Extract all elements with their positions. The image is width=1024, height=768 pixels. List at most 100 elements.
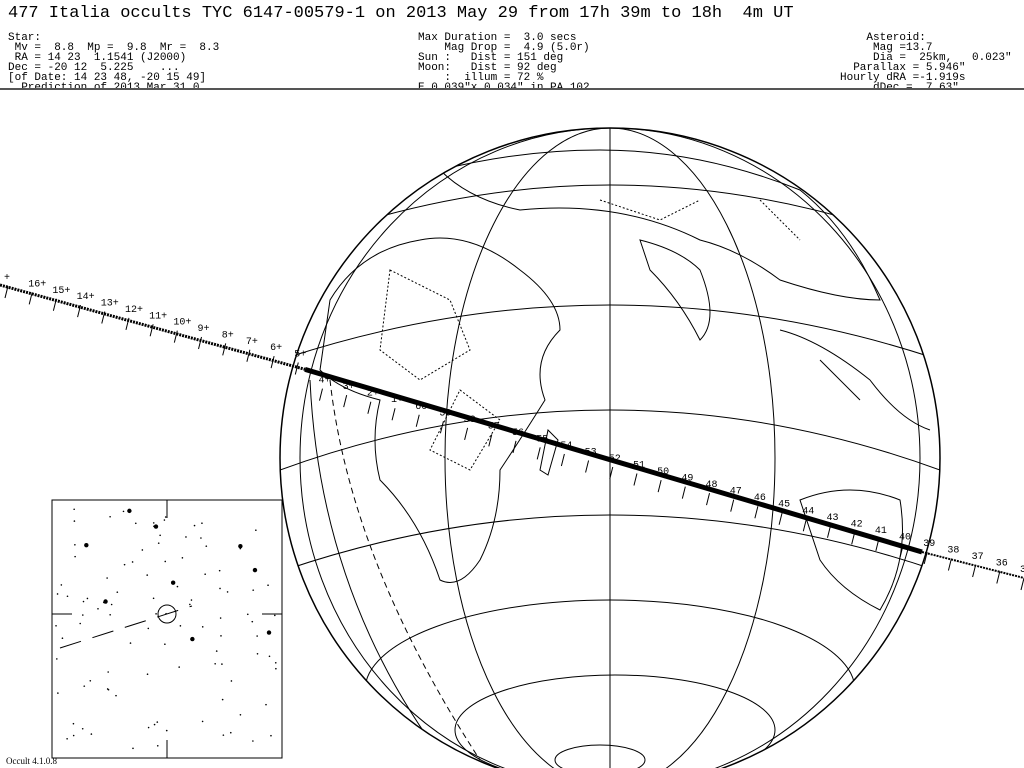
star-dot — [147, 726, 150, 729]
star-dot — [176, 585, 179, 588]
star-dot — [156, 721, 159, 723]
star-dot — [164, 560, 167, 563]
track-tick — [826, 525, 831, 538]
track-time-label: 4+ — [318, 376, 330, 387]
track-time-label: 45 — [778, 500, 790, 511]
track-time-label: 60 — [415, 402, 427, 413]
track-time-label: 12+ — [125, 305, 143, 316]
track-tick — [972, 564, 977, 578]
track-time-label: 6+ — [270, 343, 282, 354]
track-tick — [851, 532, 856, 545]
track-time-label: 5+ — [294, 350, 306, 361]
track-tick — [536, 447, 541, 460]
track-tick — [294, 362, 299, 375]
star-dot — [129, 642, 132, 644]
track-tick — [754, 506, 759, 519]
star-dot — [155, 613, 157, 615]
star-dot — [274, 661, 277, 664]
star-line: Mv = 8.8 Mp = 9.8 Mr = 8.3 — [8, 42, 220, 54]
star-dot — [201, 626, 204, 628]
star-dot — [86, 597, 89, 600]
asteroid-line: Dia = 25km, 0.023" — [840, 52, 1012, 64]
star-dot — [239, 547, 242, 550]
track-time-label: 40 — [899, 532, 911, 543]
star-dot — [185, 536, 187, 538]
star-dot — [109, 515, 111, 518]
track-time-label: 57 — [488, 421, 500, 432]
star-dot — [215, 650, 218, 652]
track-time-label: 43 — [826, 513, 838, 524]
track-time-label: 46 — [754, 493, 766, 504]
track-outside-left — [0, 283, 306, 371]
asteroid-line: Hourly dRA =-1.919s — [840, 72, 966, 84]
star-dot — [132, 747, 134, 750]
track-tick — [439, 421, 444, 434]
star-dot — [251, 620, 254, 623]
star-dot — [73, 508, 75, 511]
star-dot — [55, 624, 57, 627]
track-tick — [198, 336, 203, 350]
asteroid-line: Parallax = 5.946" — [840, 62, 966, 74]
track-time-label: 47 — [730, 487, 742, 498]
header-divider — [0, 88, 1024, 90]
star-dot — [179, 625, 182, 627]
star-dot — [153, 723, 156, 726]
track-time-label: 14+ — [77, 292, 95, 303]
track-time-label: 15+ — [52, 286, 70, 297]
star-dot — [103, 599, 108, 604]
star-dot — [61, 637, 64, 640]
coastlines — [319, 149, 931, 611]
star-dot — [270, 734, 272, 737]
star-dot — [147, 627, 150, 630]
track-time-label: 49 — [681, 474, 693, 485]
track-tick — [101, 311, 106, 324]
track-center-line — [304, 366, 923, 555]
track-tick — [28, 292, 33, 305]
star-dot — [81, 727, 84, 730]
star-dot — [238, 543, 243, 549]
star-dot — [123, 563, 126, 566]
star-dot — [205, 545, 208, 547]
star-dot — [127, 508, 132, 514]
star-dot — [163, 519, 166, 521]
track-time-label: 2+ — [367, 389, 379, 400]
star-dot — [159, 534, 161, 537]
star-dot — [256, 635, 258, 637]
star-dot — [275, 667, 277, 670]
star-dot — [66, 737, 68, 740]
track-time-label: 55 — [536, 434, 548, 445]
star-dot — [106, 688, 109, 690]
star-dot — [246, 613, 249, 616]
track-time-label: 50 — [657, 467, 669, 478]
star-dot — [152, 522, 155, 524]
star-dot — [146, 673, 149, 676]
track-time-label: 59 — [439, 408, 451, 419]
star-dot — [164, 643, 166, 645]
star-dot — [165, 612, 167, 615]
star-dot — [131, 561, 134, 563]
star-dot — [72, 722, 75, 725]
track-tick — [730, 499, 735, 512]
star-dot — [252, 567, 258, 573]
star-dot — [190, 599, 193, 601]
track-time-label: 56 — [512, 428, 524, 439]
star-dot — [157, 542, 160, 544]
star-dot — [255, 529, 257, 532]
event-line: Mag Drop = 4.9 (5.0r) — [418, 42, 590, 54]
asteroid-line: Mag =13.7 — [840, 42, 933, 54]
star-dot — [274, 614, 276, 617]
track-tick — [4, 285, 9, 299]
star-line: RA = 14 23 1.1541 (J2000) — [8, 52, 187, 64]
star-field-inset — [51, 499, 283, 759]
star-dot — [57, 692, 59, 694]
star-dot — [109, 614, 111, 616]
track-tick — [996, 571, 1001, 584]
track-outside-right — [921, 551, 1024, 579]
track-time-label: 42 — [851, 519, 863, 530]
track-tick — [802, 519, 807, 532]
borders — [379, 199, 801, 471]
star-dot — [221, 698, 224, 701]
star-dot — [190, 636, 195, 642]
event-line: Max Duration = 3.0 secs — [418, 32, 577, 44]
star-dot — [165, 729, 168, 732]
